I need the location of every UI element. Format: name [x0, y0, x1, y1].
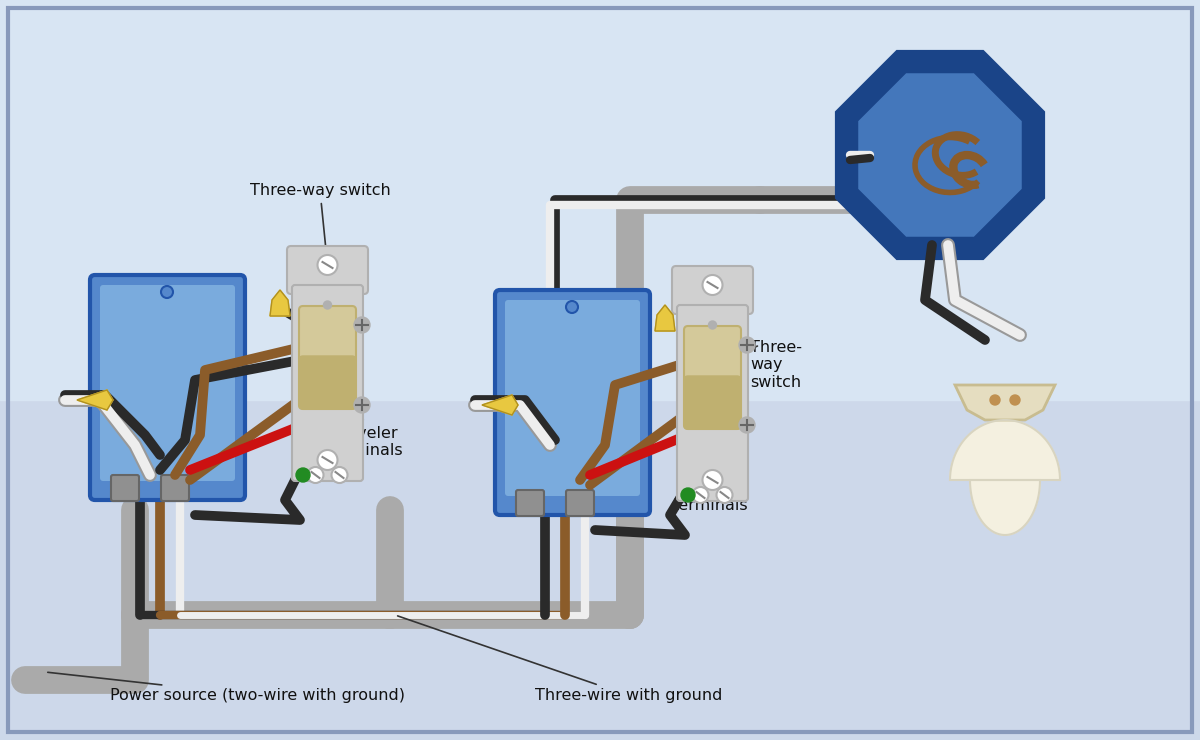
FancyBboxPatch shape — [566, 490, 594, 516]
FancyBboxPatch shape — [112, 475, 139, 501]
Circle shape — [739, 337, 755, 353]
Circle shape — [324, 301, 331, 309]
FancyBboxPatch shape — [505, 300, 640, 496]
Circle shape — [692, 487, 708, 503]
Polygon shape — [857, 72, 1024, 238]
FancyBboxPatch shape — [100, 285, 235, 481]
FancyBboxPatch shape — [516, 490, 544, 516]
Circle shape — [1010, 395, 1020, 405]
Circle shape — [716, 487, 732, 503]
Circle shape — [739, 417, 755, 433]
FancyBboxPatch shape — [684, 326, 740, 429]
Circle shape — [680, 488, 695, 502]
Text: Traveler
terminals: Traveler terminals — [328, 408, 403, 458]
Circle shape — [708, 321, 716, 329]
Bar — [0, 0, 1200, 400]
FancyBboxPatch shape — [90, 275, 245, 500]
Circle shape — [354, 397, 370, 413]
Polygon shape — [839, 53, 1042, 257]
Polygon shape — [270, 290, 290, 316]
Polygon shape — [655, 305, 674, 331]
Polygon shape — [482, 395, 518, 415]
Circle shape — [354, 317, 370, 333]
Text: Three-way switch: Three-way switch — [250, 183, 390, 258]
FancyBboxPatch shape — [287, 246, 368, 294]
Circle shape — [702, 275, 722, 295]
Circle shape — [296, 468, 310, 482]
Circle shape — [318, 255, 337, 275]
Circle shape — [307, 467, 324, 483]
FancyBboxPatch shape — [677, 305, 748, 501]
FancyBboxPatch shape — [299, 306, 356, 409]
FancyBboxPatch shape — [494, 290, 650, 515]
FancyBboxPatch shape — [161, 475, 190, 501]
Circle shape — [702, 470, 722, 490]
Circle shape — [161, 286, 173, 298]
Circle shape — [566, 301, 578, 313]
Text: Three-wire with ground: Three-wire with ground — [397, 616, 722, 703]
Polygon shape — [955, 385, 1055, 420]
Circle shape — [331, 467, 348, 483]
Polygon shape — [950, 420, 1060, 535]
Text: Power source (two-wire with ground): Power source (two-wire with ground) — [48, 673, 406, 703]
Circle shape — [990, 395, 1000, 405]
Circle shape — [318, 450, 337, 470]
FancyBboxPatch shape — [672, 266, 754, 314]
FancyBboxPatch shape — [299, 356, 356, 409]
FancyBboxPatch shape — [684, 376, 740, 429]
Text: Three-
way
switch: Three- way switch — [750, 340, 802, 390]
Text: Traveler
terminals: Traveler terminals — [672, 432, 748, 513]
Polygon shape — [77, 390, 113, 410]
FancyBboxPatch shape — [292, 285, 364, 481]
